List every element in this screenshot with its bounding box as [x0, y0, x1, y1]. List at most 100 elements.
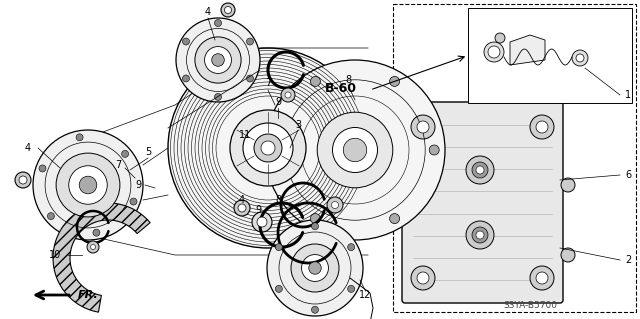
Circle shape — [47, 212, 54, 219]
Circle shape — [301, 255, 328, 281]
Circle shape — [466, 221, 494, 249]
Circle shape — [195, 37, 241, 83]
Circle shape — [390, 214, 399, 224]
Circle shape — [257, 217, 267, 227]
Text: 7: 7 — [265, 78, 271, 88]
Text: 11: 11 — [239, 130, 251, 140]
Text: S3YA-B5700: S3YA-B5700 — [503, 301, 557, 310]
Text: 2: 2 — [625, 255, 631, 265]
Circle shape — [252, 212, 272, 232]
Circle shape — [176, 18, 260, 102]
Text: 5: 5 — [145, 147, 151, 157]
Text: 8: 8 — [345, 75, 351, 85]
Circle shape — [476, 231, 484, 239]
Circle shape — [308, 262, 321, 274]
Circle shape — [348, 244, 355, 251]
Text: FR.: FR. — [78, 290, 99, 300]
Text: 10: 10 — [49, 250, 61, 260]
Circle shape — [472, 227, 488, 243]
Circle shape — [310, 214, 321, 224]
Bar — [393, 4, 636, 312]
Circle shape — [285, 92, 291, 98]
Circle shape — [214, 93, 221, 100]
Circle shape — [530, 115, 554, 139]
Polygon shape — [53, 203, 150, 312]
Circle shape — [182, 38, 189, 45]
Circle shape — [466, 156, 494, 184]
Bar — [468, 8, 632, 103]
Circle shape — [530, 266, 554, 290]
Circle shape — [56, 153, 120, 217]
Text: 8: 8 — [275, 195, 281, 205]
Circle shape — [230, 110, 306, 186]
Circle shape — [267, 220, 363, 316]
Circle shape — [39, 165, 46, 172]
Text: B-60: B-60 — [325, 81, 357, 94]
Circle shape — [212, 54, 224, 66]
Text: 6: 6 — [625, 170, 631, 180]
Text: 12: 12 — [359, 290, 371, 300]
Circle shape — [561, 178, 575, 192]
Circle shape — [476, 166, 484, 174]
Text: 7: 7 — [115, 160, 121, 170]
Circle shape — [429, 145, 439, 155]
Circle shape — [390, 77, 399, 86]
Circle shape — [76, 134, 83, 141]
Circle shape — [243, 123, 293, 173]
Circle shape — [246, 38, 253, 45]
Circle shape — [411, 115, 435, 139]
Circle shape — [488, 46, 500, 58]
Circle shape — [87, 241, 99, 253]
Circle shape — [327, 197, 343, 213]
Circle shape — [484, 42, 504, 62]
Circle shape — [182, 75, 189, 82]
Circle shape — [246, 75, 253, 82]
Circle shape — [93, 229, 100, 236]
Circle shape — [472, 162, 488, 178]
Circle shape — [261, 141, 275, 155]
Text: 3: 3 — [295, 120, 301, 130]
Text: 9: 9 — [255, 205, 261, 215]
Circle shape — [561, 248, 575, 262]
Text: 4: 4 — [239, 195, 245, 205]
Circle shape — [275, 286, 282, 293]
Text: 9: 9 — [135, 180, 141, 190]
Text: 4: 4 — [205, 7, 211, 17]
Circle shape — [291, 244, 339, 292]
Circle shape — [205, 47, 232, 73]
Text: 4: 4 — [25, 143, 31, 153]
Circle shape — [317, 112, 393, 188]
Circle shape — [214, 19, 221, 26]
Circle shape — [122, 150, 129, 157]
Circle shape — [15, 172, 31, 188]
Circle shape — [254, 134, 282, 162]
Circle shape — [168, 48, 368, 248]
Circle shape — [271, 145, 281, 155]
Circle shape — [19, 176, 27, 184]
Circle shape — [238, 204, 246, 212]
Circle shape — [275, 244, 282, 251]
FancyBboxPatch shape — [402, 102, 563, 303]
Text: 9: 9 — [275, 97, 281, 107]
Circle shape — [536, 121, 548, 133]
Circle shape — [90, 244, 95, 249]
Circle shape — [576, 54, 584, 62]
Circle shape — [79, 176, 97, 194]
Circle shape — [312, 306, 319, 313]
Circle shape — [332, 202, 339, 209]
Circle shape — [221, 3, 235, 17]
Circle shape — [33, 130, 143, 240]
Circle shape — [130, 198, 137, 205]
Circle shape — [68, 166, 108, 204]
Circle shape — [234, 200, 250, 216]
Circle shape — [411, 266, 435, 290]
Circle shape — [572, 50, 588, 66]
Polygon shape — [510, 35, 545, 65]
Circle shape — [417, 121, 429, 133]
Circle shape — [281, 88, 295, 102]
Circle shape — [495, 33, 505, 43]
Circle shape — [343, 138, 367, 162]
Circle shape — [536, 272, 548, 284]
Text: 1: 1 — [625, 90, 631, 100]
Circle shape — [225, 6, 232, 13]
